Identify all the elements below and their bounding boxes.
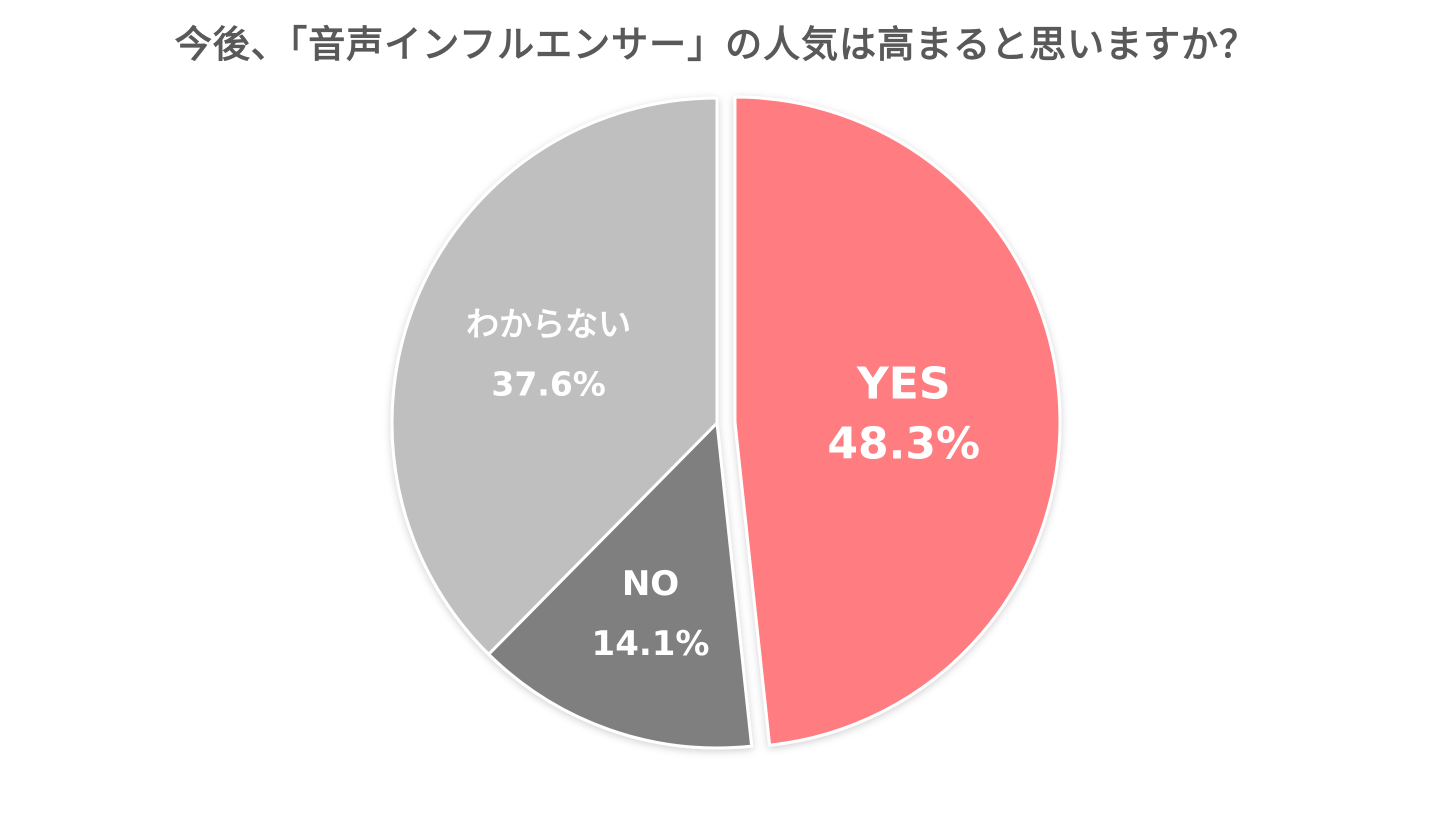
pie-slice-3 [390,96,719,656]
slice-label-1: YES [856,358,951,409]
slice-value-label-2: 14.1% [592,624,710,664]
slice-label-2: NO [622,564,679,604]
chart-title: 今後、「音声インフルエンサー」の人気は高まると思いますか？ [174,23,1258,66]
pie-slice-1 [733,95,1062,747]
slice-value-label-3: 37.6% [491,364,606,403]
pie-slice-2 [487,421,754,750]
slice-value-label-1: 48.3% [827,418,980,469]
slice-label-3: わからない [466,304,631,343]
